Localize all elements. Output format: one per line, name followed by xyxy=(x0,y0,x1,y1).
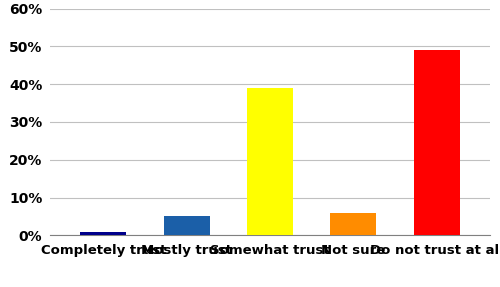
Bar xyxy=(330,213,376,235)
Bar xyxy=(80,232,126,235)
Bar xyxy=(247,88,293,235)
Bar xyxy=(164,216,210,235)
Bar xyxy=(414,50,460,235)
